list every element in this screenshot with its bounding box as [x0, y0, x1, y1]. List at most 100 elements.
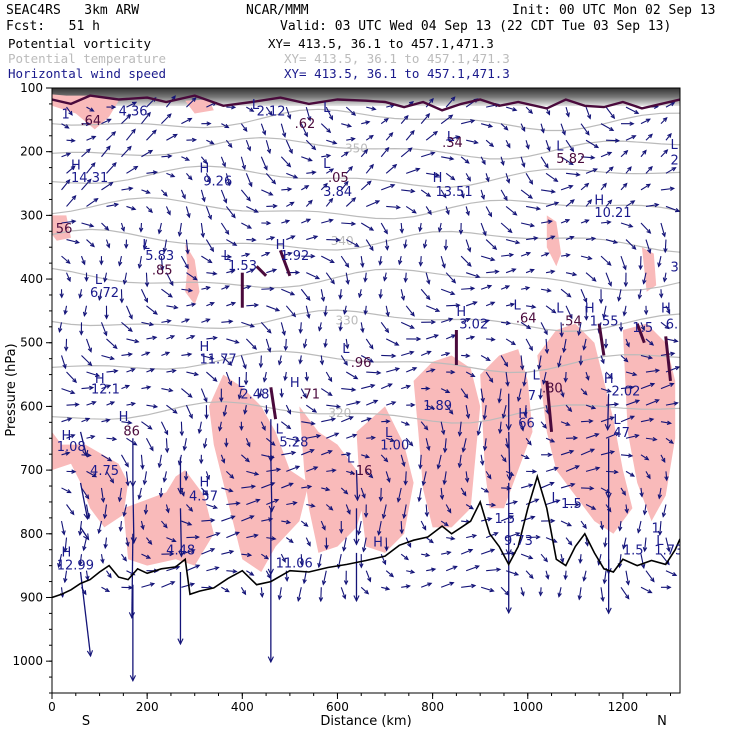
contour-value-label: .71: [299, 388, 320, 403]
wind-vector-head: [71, 219, 77, 224]
wind-vector-shaft: [542, 371, 547, 384]
wind-vector: [296, 587, 302, 602]
wind-vector: [481, 319, 491, 324]
wind-vector-shaft: [126, 402, 135, 406]
wind-vector-head: [538, 591, 543, 597]
wind-vector-shaft: [201, 318, 210, 323]
wind-vector-shaft: [146, 305, 158, 315]
extremum-marker: L: [552, 491, 560, 506]
wind-vector-shaft: [665, 402, 678, 406]
wind-vector-head: [170, 581, 176, 586]
wind-vector: [384, 239, 390, 251]
wind-vector-head: [642, 510, 648, 516]
wind-vector: [199, 454, 204, 465]
wind-vector-head: [86, 650, 94, 658]
wind-vector: [420, 582, 433, 588]
pv-fill-region: [356, 406, 414, 553]
wind-vector-shaft: [205, 206, 212, 220]
wind-vector-shaft: [421, 152, 435, 158]
wind-vector-head: [361, 493, 366, 499]
wind-vector-head: [314, 275, 321, 280]
wind-vector-shaft: [366, 106, 376, 110]
wind-vector-shaft: [106, 570, 112, 578]
wind-vector: [505, 570, 520, 576]
extremum-marker: H: [199, 162, 209, 177]
wind-vector: [224, 438, 229, 448]
wind-vector-head: [606, 388, 612, 393]
wind-vector: [306, 503, 316, 508]
wind-vector-head: [429, 97, 434, 103]
wind-vector-shaft: [181, 583, 195, 588]
wind-vector-shaft: [361, 454, 370, 458]
wind-vector-head: [209, 301, 215, 307]
wind-vector: [520, 321, 532, 330]
contour-value-label: 2: [670, 153, 678, 168]
wind-vector-head: [455, 303, 461, 308]
wind-vector-head: [504, 285, 511, 290]
wind-vector-head: [250, 484, 257, 489]
wind-vector-head: [109, 478, 115, 484]
wind-vector-shaft: [86, 135, 96, 141]
wind-vector: [161, 154, 173, 159]
wind-vector-head: [574, 465, 580, 470]
wind-vector: [485, 471, 492, 480]
wind-vector: [340, 487, 349, 495]
wind-vector-shaft: [120, 222, 125, 231]
wind-vector-head: [298, 328, 303, 335]
wind-vector: [366, 200, 381, 207]
wind-vector-shaft: [443, 471, 447, 485]
wind-vector-shaft: [280, 388, 283, 397]
wind-vector-head: [227, 361, 233, 366]
wind-vector-shaft: [305, 305, 310, 318]
extremum-marker: L: [656, 534, 664, 549]
wind-vector-head: [204, 414, 209, 420]
wind-vector-shaft: [206, 272, 217, 275]
extremum-marker: H: [62, 546, 72, 561]
wind-vector: [562, 338, 567, 354]
wind-vector: [141, 321, 155, 327]
wind-vector-head: [410, 129, 415, 135]
wind-vector: [526, 236, 539, 241]
wind-vector-head: [171, 538, 177, 543]
wind-vector-shaft: [620, 150, 628, 158]
wind-vector-head: [567, 540, 573, 546]
wind-vector-head: [455, 135, 461, 140]
wind-vector-shaft: [143, 471, 147, 485]
wind-vector: [80, 255, 86, 266]
wind-vector-shaft: [545, 537, 557, 543]
wind-vector-head: [332, 140, 338, 145]
wind-vector-shaft: [280, 123, 286, 137]
wind-vector-shaft: [66, 239, 79, 244]
wind-vector: [101, 222, 110, 231]
wind-vector-head: [664, 476, 669, 482]
wind-vector-head: [370, 435, 376, 441]
wind-vector: [360, 256, 365, 268]
wind-vector: [505, 371, 510, 387]
wind-vector: [200, 487, 209, 496]
wind-vector: [200, 388, 208, 403]
wind-vector-shaft: [125, 537, 129, 546]
wind-vector-head: [466, 247, 472, 253]
wind-vector-head: [346, 123, 353, 128]
wind-vector-shaft: [60, 587, 64, 597]
wind-vector: [99, 256, 104, 266]
wind-vector: [565, 465, 580, 472]
theta-isoline: [52, 136, 680, 160]
wind-vector-shaft: [259, 388, 262, 397]
wind-vector-shaft: [665, 471, 668, 481]
wind-vector: [165, 206, 171, 216]
wind-vector-shaft: [181, 520, 192, 526]
wind-vector-shaft: [644, 537, 647, 551]
wind-vector-head: [310, 253, 316, 259]
contour-value-label: 2.48: [240, 388, 269, 403]
wind-vector-head: [563, 575, 568, 581]
wind-vector-shaft: [526, 305, 536, 308]
wind-vector: [440, 114, 454, 125]
wind-vector-shaft: [520, 156, 525, 167]
wind-vector-shaft: [539, 587, 542, 596]
wind-vector-head: [343, 151, 349, 157]
wind-vector-head: [242, 126, 248, 133]
wind-vector-head: [644, 455, 650, 461]
contour-value-label: 86: [123, 425, 140, 440]
